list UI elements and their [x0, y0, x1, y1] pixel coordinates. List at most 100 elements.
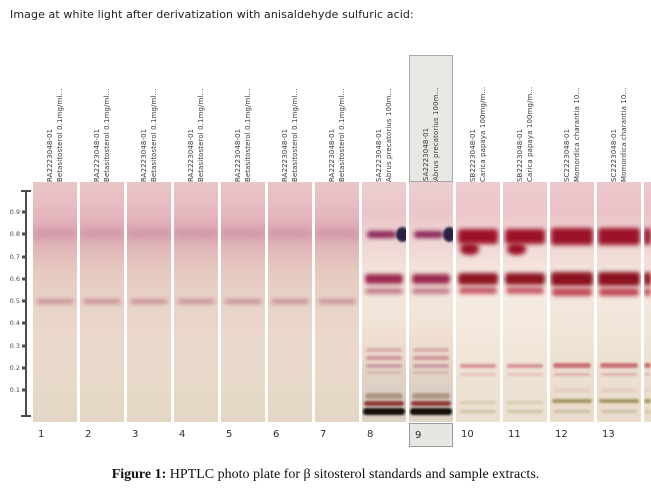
band — [553, 372, 591, 376]
lane-5: RA2223048-01 Betasitosterol 0.1mg/ml... 5 — [221, 55, 265, 448]
lane-strip — [550, 182, 594, 422]
band — [268, 230, 312, 239]
rf-tick-mark — [22, 232, 27, 236]
band — [410, 407, 452, 415]
band — [129, 298, 169, 304]
band — [644, 288, 651, 297]
lane-13: SC2223048-01 Momordica charantia 10... 13 — [597, 55, 641, 448]
band — [411, 287, 451, 294]
lane-label: RA2223048-01 Betasitosterol 0.1mg/ml... — [80, 55, 124, 182]
lane-strip — [503, 182, 547, 422]
lane-label: SA2223048-01 Abrus precatorius 100m... — [409, 55, 453, 182]
lane-number: 3 — [132, 429, 139, 440]
band — [365, 355, 403, 360]
band — [82, 298, 122, 304]
lane-label: RA2223048-01 Betasitosterol 0.1mg/ml... — [315, 55, 359, 182]
lane-sample-desc: Momordica charantia 10... — [573, 87, 581, 182]
band — [367, 230, 397, 238]
lane-strip — [80, 182, 124, 422]
band — [644, 227, 651, 245]
band — [366, 370, 402, 374]
lane-10: SB2223048-01 Carica papaya 100mg/m... 10 — [456, 55, 500, 448]
rf-tick-mark — [22, 210, 27, 214]
lane-12: SC2223048-01 Momordica charantia 10... 12 — [550, 55, 594, 448]
lane-label: SC2223048-01 Momordica charantia 10... — [597, 55, 641, 182]
lane-sample-id: RA2223048-01 — [139, 128, 148, 182]
band — [364, 287, 404, 294]
lane-number: 12 — [555, 429, 568, 440]
lane-strip — [33, 182, 77, 422]
lane-sample-id: SB2223048-01 — [515, 128, 524, 182]
band — [644, 363, 651, 369]
lane-number: 11 — [508, 429, 521, 440]
band — [412, 347, 450, 352]
ruler-top-cap — [21, 190, 31, 192]
band — [459, 363, 497, 368]
lane-number: 9 — [409, 423, 453, 447]
lane-strip — [174, 182, 218, 422]
lane-number: 6 — [273, 429, 280, 440]
band — [506, 400, 544, 404]
band — [644, 271, 651, 286]
figure-caption-label: Figure 1: — [111, 467, 167, 482]
band — [127, 230, 171, 239]
rf-tick-mark — [22, 255, 27, 258]
band — [552, 363, 592, 369]
band — [600, 388, 638, 392]
band — [460, 242, 479, 255]
lane-label-text: SB2223048-01 Carica papaya 100mg/m... — [468, 55, 488, 182]
band — [600, 372, 638, 376]
lane-9: SA2223048-01 Abrus precatorius 100m... 9 — [409, 55, 453, 448]
lane-strip — [362, 182, 406, 422]
band — [600, 409, 638, 413]
band — [505, 287, 545, 295]
lane-number: 7 — [320, 429, 327, 440]
lane-sample-desc: Betasitosterol 0.1mg/ml... — [150, 88, 158, 182]
band — [364, 400, 404, 406]
band — [459, 400, 497, 404]
band — [270, 298, 310, 304]
band — [644, 372, 651, 376]
lane-label-text: RA2223048-01 Betasitosterol 0.1mg/ml... — [92, 55, 112, 182]
figure-caption: Figure 1: HPTLC photo plate for β sitost… — [0, 467, 651, 483]
lane-sample-desc: Betasitosterol 0.1mg/ml... — [56, 88, 64, 182]
lane-number: 8 — [367, 429, 374, 440]
band — [365, 363, 403, 368]
band — [458, 287, 498, 295]
band — [553, 409, 591, 413]
band — [174, 230, 218, 239]
band — [644, 409, 651, 413]
lane-label: SC2223048-01 Momordica charantia 10... — [550, 55, 594, 182]
band — [411, 400, 451, 406]
rf-tick-label: 0.8 — [9, 230, 20, 238]
rf-tick-label: 0.5 — [9, 296, 20, 305]
lane-11: SB2223048-01 Carica papaya 100mg/m... 11 — [503, 55, 547, 448]
lane-number: 13 — [602, 429, 615, 440]
rf-tick-label: 0.2 — [9, 363, 20, 372]
lane-number: 10 — [461, 429, 474, 440]
lane-sample-id: RA2223048-01 — [327, 128, 336, 182]
figure-header-text: Image at white light after derivatizatio… — [10, 8, 414, 21]
lane-strip — [127, 182, 171, 422]
lane-label-text: SC2223048-01 Momordica charantia 10... — [609, 55, 629, 182]
lane-label-text: RA2223048-01 Betasitosterol 0.1mg/ml... — [45, 55, 65, 182]
band — [599, 363, 639, 369]
lane-2: RA2223048-01 Betasitosterol 0.1mg/ml... 2 — [80, 55, 124, 448]
rf-ruler: 0.9 0.8 0.7 0.6 0.5 0.4 0.3 0.2 0.1 — [10, 190, 34, 417]
lane-strip — [409, 182, 453, 422]
rf-tick-label: 0.6 — [9, 274, 20, 283]
band — [598, 227, 640, 245]
lane-8: SA2223048-01 Abrus precatorius 100m... 8 — [362, 55, 406, 448]
lane-sample-id: SC2223048-01 — [562, 128, 571, 182]
lane-number: 2 — [85, 429, 92, 440]
lane-label-text: SC2223048-01 Momordica charantia 10... — [562, 55, 582, 182]
band — [504, 228, 546, 244]
band — [33, 230, 77, 239]
band — [176, 298, 216, 304]
band — [414, 230, 444, 238]
lane-label-text: RA2223048-01 Betasitosterol 0.1mg/ml... — [280, 55, 300, 182]
band — [443, 226, 453, 242]
lane-label: RA2223048-01 Betasitosterol 0.1mg/ml... — [221, 55, 265, 182]
band — [363, 407, 405, 415]
lane-label: SB2223048-01 Carica papaya 100mg/m... — [503, 55, 547, 182]
